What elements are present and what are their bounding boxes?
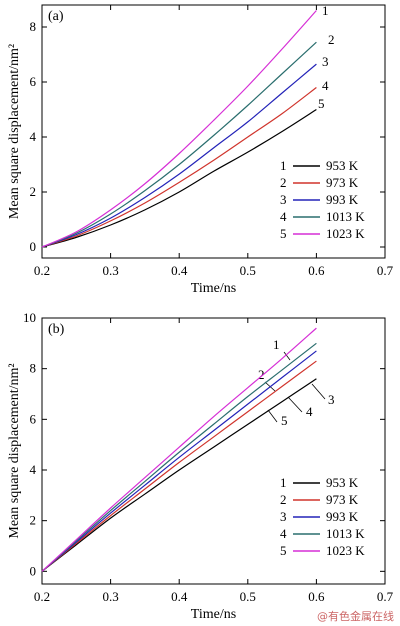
panel-a-legend-number-2: 2 — [280, 175, 287, 190]
panel-a-plot-frame — [41, 4, 386, 259]
panel-b-legend-number-2: 2 — [280, 492, 287, 507]
panel-b-y-axis-title: Mean square displacement/nm² — [7, 363, 22, 538]
panel-a-curve-label-2: 2 — [328, 32, 335, 47]
panel-b-series-line-3 — [41, 350, 317, 572]
panel-a-series-line-1 — [41, 108, 317, 248]
panel-a-series-line-4 — [41, 41, 317, 248]
panel-a-curve-label-4: 4 — [322, 78, 329, 93]
panel-b-legend-number-4: 4 — [280, 526, 287, 541]
panel-b-plot-frame — [41, 317, 386, 585]
watermark-text: @有色金属在线 — [317, 610, 394, 623]
panel-a-x-axis-title: Time/ns — [191, 281, 236, 296]
panel-a-series-line-5 — [41, 10, 317, 248]
panel-b-curve-leader-4 — [287, 396, 303, 413]
panel-b-legend-number-5: 5 — [280, 543, 287, 558]
panel-a-legend-text-3: 993 K — [326, 192, 359, 207]
panel-b-series-line-1 — [41, 378, 317, 572]
panel-a-y-axis-title: Mean square displacement/nm² — [7, 44, 22, 219]
panel-b-series-line-4 — [41, 342, 317, 572]
panel-b-legend-text-4: 1013 K — [326, 526, 365, 541]
panel-b-curve-leader-5 — [267, 409, 278, 423]
panel-b-x-tick-label: 0.5 — [240, 589, 256, 604]
panel-b-y-tick-label: 2 — [30, 513, 37, 528]
panel-a-x-tick-label: 0.5 — [240, 263, 256, 278]
panel-a-curve-label-3: 3 — [322, 54, 329, 69]
panel-b-legend-text-5: 1023 K — [326, 543, 365, 558]
panel-b-y-tick-label: 4 — [30, 462, 37, 477]
panel-a-y-tick-label: 4 — [30, 129, 37, 144]
panel-a-series-line-3 — [41, 63, 317, 248]
panel-a-legend-text-5: 1023 K — [326, 226, 365, 241]
panel-a-y-tick-label: 8 — [30, 19, 37, 34]
panel-a-legend-text-1: 953 K — [326, 158, 359, 173]
panel-b-curve-label-2: 2 — [258, 367, 265, 382]
panel-b-x-axis-title: Time/ns — [191, 607, 236, 622]
panel-a-label: (a) — [48, 9, 64, 24]
panel-b-x-tick-label: 0.2 — [34, 589, 50, 604]
panel-a-legend-text-2: 973 K — [326, 175, 359, 190]
panel-b-legend-number-3: 3 — [280, 509, 287, 524]
panel-a-legend-number-4: 4 — [280, 209, 287, 224]
panel-b-curve-label-3: 3 — [328, 392, 335, 407]
panel-a-x-tick-label: 0.7 — [377, 263, 394, 278]
panel-a-curve-label-5: 5 — [318, 96, 325, 111]
panel-b-label: (b) — [48, 322, 65, 337]
panel-b-legend-text-1: 953 K — [326, 475, 359, 490]
panel-b-series-line-2 — [41, 360, 317, 572]
panel-a-series-line-2 — [41, 87, 317, 248]
panel-b-y-tick-label: 6 — [30, 411, 37, 426]
panel-b-legend-text-2: 973 K — [326, 492, 359, 507]
panel-b-curve-leader-1 — [283, 351, 291, 361]
panel-a-legend-number-1: 1 — [280, 158, 287, 173]
panel-b-y-tick-label: 0 — [30, 563, 37, 578]
panel-b-y-tick-label: 10 — [23, 310, 36, 325]
panel-a-y-tick-label: 2 — [30, 184, 37, 199]
panel-a-legend-text-4: 1013 K — [326, 209, 365, 224]
panel-b-curve-label-1: 1 — [273, 337, 280, 352]
panel-a-x-tick-label: 0.4 — [171, 263, 188, 278]
panel-b-x-tick-label: 0.7 — [377, 589, 394, 604]
panel-b-curve-leader-3 — [311, 383, 326, 400]
panel-a-curve-label-1: 1 — [322, 3, 329, 18]
panel-a-x-tick-label: 0.6 — [308, 263, 325, 278]
panel-b-y-tick-label: 8 — [30, 361, 37, 376]
panel-b-x-tick-label: 0.3 — [102, 589, 118, 604]
panel-b-curve-label-5: 5 — [281, 413, 288, 428]
panel-a-legend-number-3: 3 — [280, 192, 287, 207]
panel-a-x-tick-label: 0.2 — [34, 263, 50, 278]
panel-a-y-tick-label: 6 — [30, 74, 37, 89]
panel-a-y-tick-label: 0 — [30, 239, 37, 254]
panel-a-legend-number-5: 5 — [280, 226, 287, 241]
panel-b-legend-text-3: 993 K — [326, 509, 359, 524]
panel-b-x-tick-label: 0.6 — [308, 589, 325, 604]
panel-a-x-tick-label: 0.3 — [102, 263, 118, 278]
panel-b-curve-label-4: 4 — [306, 404, 313, 419]
panel-b-series-line-5 — [41, 327, 317, 572]
panel-b-legend-number-1: 1 — [280, 475, 287, 490]
panel-b-x-tick-label: 0.4 — [171, 589, 188, 604]
